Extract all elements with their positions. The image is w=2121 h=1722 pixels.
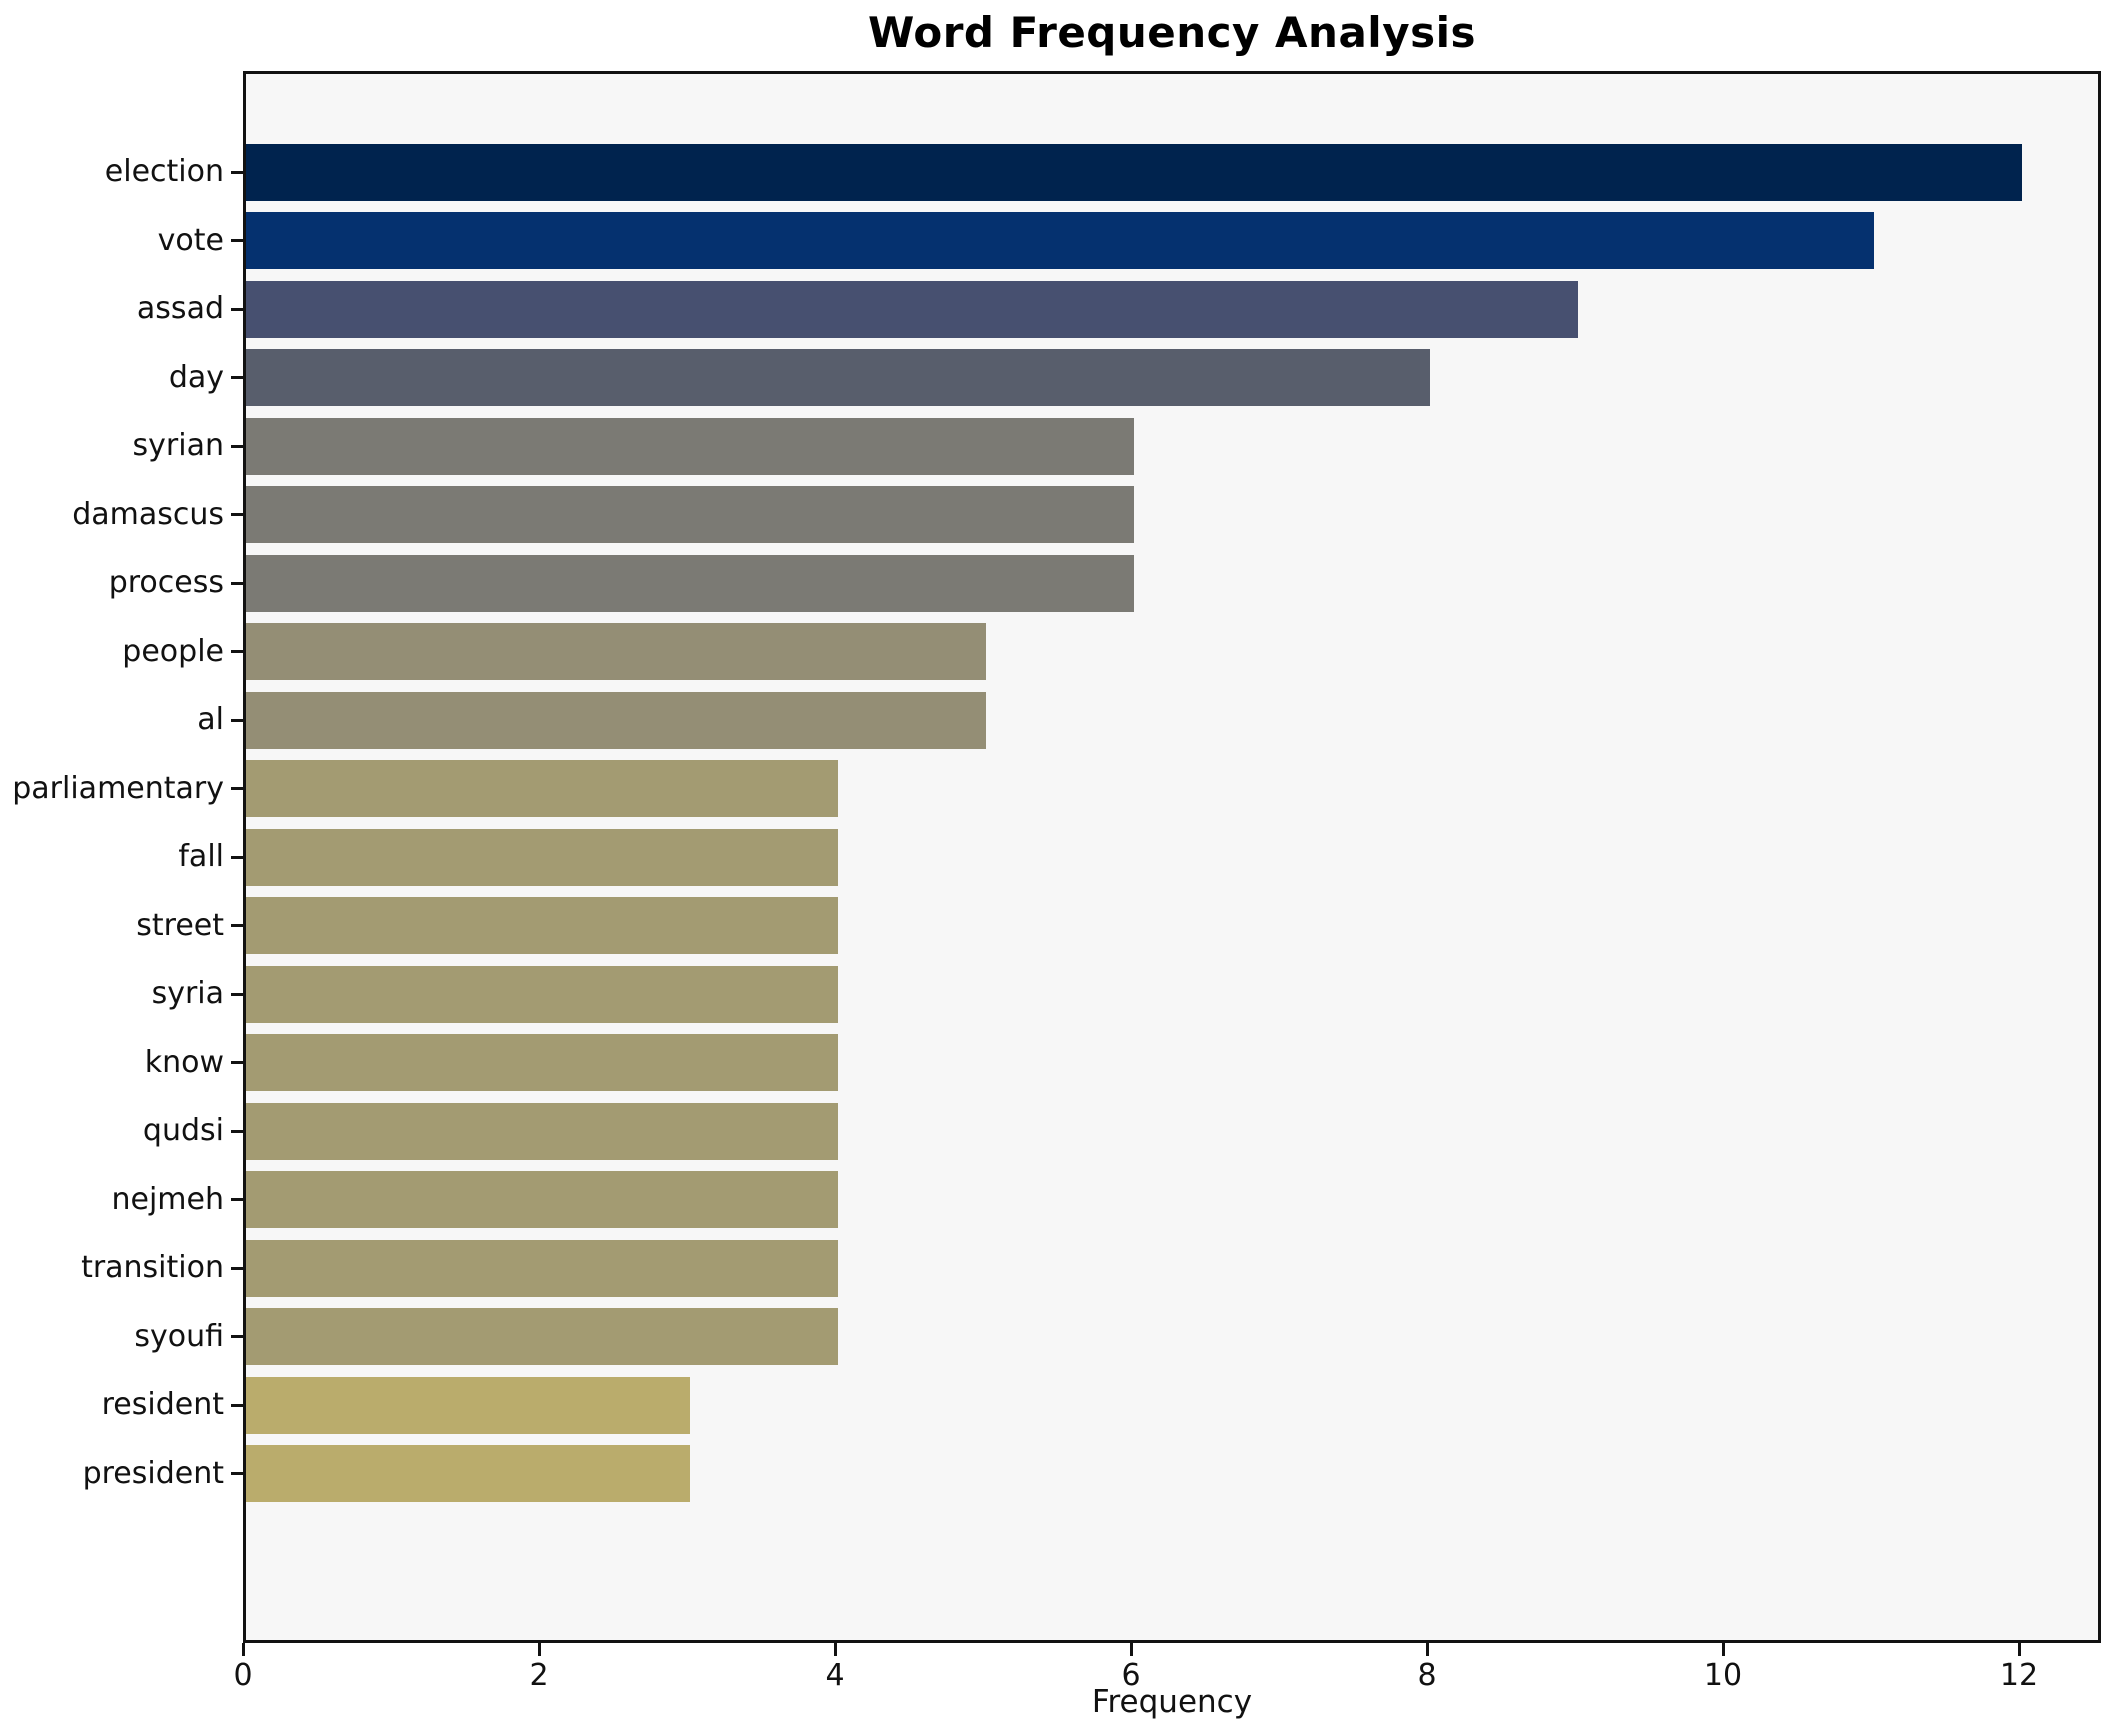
y-tick-mark bbox=[231, 239, 243, 242]
x-tick-label-4: 4 bbox=[825, 1658, 845, 1693]
y-tick-label-day: day bbox=[168, 359, 224, 395]
bar-president bbox=[246, 1445, 690, 1502]
y-tick-label-know: know bbox=[144, 1044, 224, 1080]
y-tick-mark bbox=[231, 1266, 243, 1270]
y-tick-mark bbox=[231, 444, 243, 448]
bar-people bbox=[246, 623, 986, 680]
bar-process bbox=[246, 554, 1134, 612]
y-tick-label-process: process bbox=[108, 565, 224, 600]
bar-election bbox=[246, 143, 2022, 201]
y-tick-mark bbox=[231, 924, 243, 927]
x-tick-mark bbox=[1425, 1643, 1429, 1656]
x-tick-mark bbox=[241, 1643, 245, 1656]
y-tick-mark bbox=[231, 787, 243, 790]
y-tick-mark bbox=[231, 1198, 243, 1201]
bar-know bbox=[246, 1034, 838, 1091]
bar-vote bbox=[246, 212, 1874, 269]
y-tick-label-street: street bbox=[136, 907, 224, 943]
x-tick-mark bbox=[2017, 1643, 2021, 1656]
y-tick-label-syria: syria bbox=[151, 976, 224, 1011]
bar-qudsi bbox=[246, 1102, 838, 1160]
y-tick-label-al: al bbox=[197, 702, 224, 737]
x-tick-mark bbox=[1721, 1643, 1725, 1656]
bar-syria bbox=[246, 965, 838, 1023]
y-tick-label-election: election bbox=[104, 154, 224, 189]
y-tick-mark bbox=[231, 1403, 243, 1407]
y-tick-label-qudsi: qudsi bbox=[142, 1113, 224, 1148]
y-tick-mark bbox=[231, 992, 243, 996]
bar-resident bbox=[246, 1376, 690, 1434]
bar-syrian bbox=[246, 417, 1134, 475]
x-tick-label-10: 10 bbox=[1703, 1658, 1743, 1693]
y-tick-label-nejmeh: nejmeh bbox=[111, 1181, 225, 1217]
y-tick-label-syoufi: syoufi bbox=[134, 1318, 224, 1354]
bar-parliamentary bbox=[246, 760, 838, 817]
bar-day bbox=[246, 349, 1430, 406]
y-tick-mark bbox=[231, 376, 243, 379]
bar-street bbox=[246, 897, 838, 954]
y-tick-label-resident: resident bbox=[101, 1387, 224, 1422]
plot-area bbox=[243, 71, 2101, 1643]
x-tick-mark bbox=[537, 1643, 541, 1656]
y-tick-mark bbox=[231, 1129, 243, 1133]
x-tick-label-2: 2 bbox=[529, 1658, 549, 1693]
bar-assad bbox=[246, 280, 1578, 338]
y-tick-mark bbox=[231, 513, 243, 516]
chart-title: Word Frequency Analysis bbox=[868, 8, 1476, 57]
y-tick-mark bbox=[231, 1472, 243, 1475]
y-tick-label-fall: fall bbox=[178, 839, 224, 874]
y-tick-mark bbox=[231, 1335, 243, 1338]
bar-nejmeh bbox=[246, 1171, 838, 1228]
bar-transition bbox=[246, 1239, 838, 1297]
bar-damascus bbox=[246, 486, 1134, 543]
y-tick-label-president: president bbox=[82, 1455, 224, 1491]
y-tick-label-transition: transition bbox=[81, 1250, 224, 1285]
y-tick-label-vote: vote bbox=[157, 222, 224, 258]
y-tick-mark bbox=[231, 855, 243, 859]
y-tick-label-syrian: syrian bbox=[132, 428, 224, 463]
x-tick-mark bbox=[833, 1643, 837, 1656]
y-tick-mark bbox=[231, 307, 243, 311]
bar-syoufi bbox=[246, 1308, 838, 1365]
x-tick-label-12: 12 bbox=[1999, 1658, 2039, 1693]
x-tick-mark bbox=[1129, 1643, 1133, 1656]
y-tick-label-people: people bbox=[122, 633, 224, 669]
x-axis-label: Frequency bbox=[1091, 1684, 1253, 1720]
x-tick-label-8: 8 bbox=[1417, 1658, 1437, 1693]
y-tick-mark bbox=[231, 581, 243, 585]
y-tick-mark bbox=[231, 170, 243, 174]
bar-fall bbox=[246, 828, 838, 886]
y-tick-mark bbox=[231, 1061, 243, 1064]
x-tick-label-0: 0 bbox=[233, 1658, 253, 1693]
bar-al bbox=[246, 691, 986, 749]
y-tick-label-assad: assad bbox=[136, 291, 224, 326]
x-tick-label-6: 6 bbox=[1121, 1658, 1141, 1693]
y-tick-label-damascus: damascus bbox=[72, 496, 224, 532]
y-tick-mark bbox=[231, 718, 243, 722]
y-tick-mark bbox=[231, 650, 243, 653]
y-tick-label-parliamentary: parliamentary bbox=[12, 770, 224, 806]
